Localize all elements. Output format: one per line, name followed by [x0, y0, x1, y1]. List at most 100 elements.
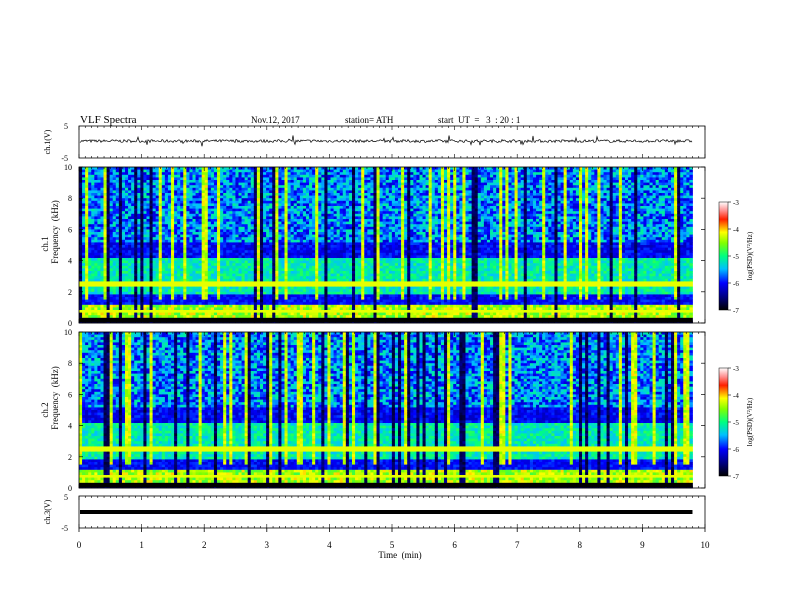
spectrogram-cell: [281, 190, 284, 193]
spectrogram-cell: [165, 237, 168, 240]
spectrogram-cell: [294, 255, 297, 258]
spectrogram-cell: [312, 183, 315, 186]
spectrogram-cell: [303, 183, 306, 186]
spectrogram-cell: [137, 284, 140, 287]
spectrogram-cell: [315, 263, 318, 266]
spectrogram-cell: [119, 261, 122, 264]
spectrogram-cell: [85, 170, 88, 173]
spectrogram-cell: [309, 250, 312, 253]
spectrogram-cell: [275, 188, 278, 191]
spectrogram-cell: [278, 237, 281, 240]
spectrogram-cell: [220, 198, 223, 201]
spectrogram-cell: [150, 307, 153, 310]
spectrogram-cell: [79, 224, 82, 227]
spectrogram-cell: [116, 190, 119, 193]
spectrogram-cell: [183, 198, 186, 201]
spectrogram-cell: [116, 255, 119, 258]
spectrogram-cell: [177, 313, 180, 316]
spectrogram-cell: [79, 261, 82, 264]
spectrogram-cell: [321, 271, 324, 274]
spectrogram-cell: [168, 242, 171, 245]
spectrogram-cell: [88, 198, 91, 201]
spectrogram-cell: [110, 242, 113, 245]
spectrogram-cell: [134, 263, 137, 266]
spectrogram-cell: [186, 170, 189, 173]
spectrogram-cell: [82, 263, 85, 266]
spectrogram-cell: [309, 240, 312, 243]
spectrogram-cell: [321, 263, 324, 266]
spectrogram-cell: [300, 235, 303, 238]
spectrogram-cell: [156, 214, 159, 217]
spectrogram-cell: [110, 170, 113, 173]
spectrogram-cell: [205, 180, 208, 183]
spectrogram-cell: [281, 172, 284, 175]
spectrogram-cell: [100, 263, 103, 266]
spectrogram-cell: [254, 237, 257, 240]
spectrogram-cell: [94, 183, 97, 186]
spectrogram-cell: [150, 170, 153, 173]
spectrogram-cell: [134, 261, 137, 264]
spectrogram-cell: [285, 167, 288, 170]
spectrogram-cell: [107, 224, 110, 227]
spectrogram-cell: [162, 172, 165, 175]
spectrogram-cell: [269, 302, 272, 305]
spectrogram-cell: [278, 284, 281, 287]
spectrogram-cell: [260, 188, 263, 191]
spectrogram-cell: [303, 263, 306, 266]
spectrogram-cell: [315, 248, 318, 251]
spectrogram-cell: [140, 190, 143, 193]
spectrogram-cell: [82, 294, 85, 297]
spectrogram-cell: [318, 253, 321, 256]
spectrogram-cell: [199, 287, 202, 290]
spectrogram-cell: [156, 266, 159, 269]
spectrogram-cell: [248, 305, 251, 308]
spectrogram-cell: [110, 209, 113, 212]
spectrogram-cell: [113, 209, 116, 212]
spectrogram-cell: [300, 302, 303, 305]
spectrogram-cell: [94, 203, 97, 206]
spectrogram-cell: [156, 209, 159, 212]
spectrogram-cell: [177, 276, 180, 279]
spectrogram-cell: [260, 281, 263, 284]
spectrogram-cell: [192, 193, 195, 196]
spectrogram-cell: [202, 193, 205, 196]
spectrogram-cell: [140, 302, 143, 305]
spectrogram-cell: [122, 292, 125, 295]
spectrogram-cell: [196, 302, 199, 305]
spectrogram-cell: [196, 287, 199, 290]
spectrogram-cell: [150, 294, 153, 297]
spectrogram-cell: [85, 310, 88, 313]
spectrogram-cell: [303, 300, 306, 303]
spectrogram-cell: [242, 307, 245, 310]
spectrogram-cell: [113, 294, 116, 297]
spectrogram-cell: [183, 232, 186, 235]
spectrogram-cell: [180, 266, 183, 269]
spectrogram-cell: [94, 266, 97, 269]
spectrogram-cell: [91, 281, 94, 284]
ch1-spectrogram-panel: 0246810 ch.1 Frequency (kHz) -3-4-5-6-7l…: [40, 163, 754, 328]
spectrogram-cell: [208, 198, 211, 201]
spectrogram-cell: [122, 219, 125, 222]
spectrogram-cell: [140, 185, 143, 188]
spectrogram-cell: [211, 258, 214, 261]
spectrogram-cell: [294, 292, 297, 295]
spectrogram-cell: [306, 297, 309, 300]
spectrogram-cell: [162, 196, 165, 199]
spectrogram-cell: [189, 232, 192, 235]
spectrogram-cell: [180, 258, 183, 261]
spectrogram-cell: [196, 240, 199, 243]
spectrogram-cell: [220, 294, 223, 297]
spectrogram-cell: [146, 177, 149, 180]
spectrogram-cell: [285, 224, 288, 227]
spectrogram-cell: [285, 292, 288, 295]
spectrogram-cell: [183, 183, 186, 186]
spectrogram-cell: [91, 266, 94, 269]
spectrogram-cell: [223, 307, 226, 310]
spectrogram-cell: [125, 170, 128, 173]
spectrogram-cell: [140, 248, 143, 251]
spectrogram-cell: [300, 287, 303, 290]
spectrogram-cell: [214, 185, 217, 188]
spectrogram-cell: [180, 237, 183, 240]
spectrogram-cell: [303, 302, 306, 305]
spectrogram-cell: [196, 175, 199, 178]
